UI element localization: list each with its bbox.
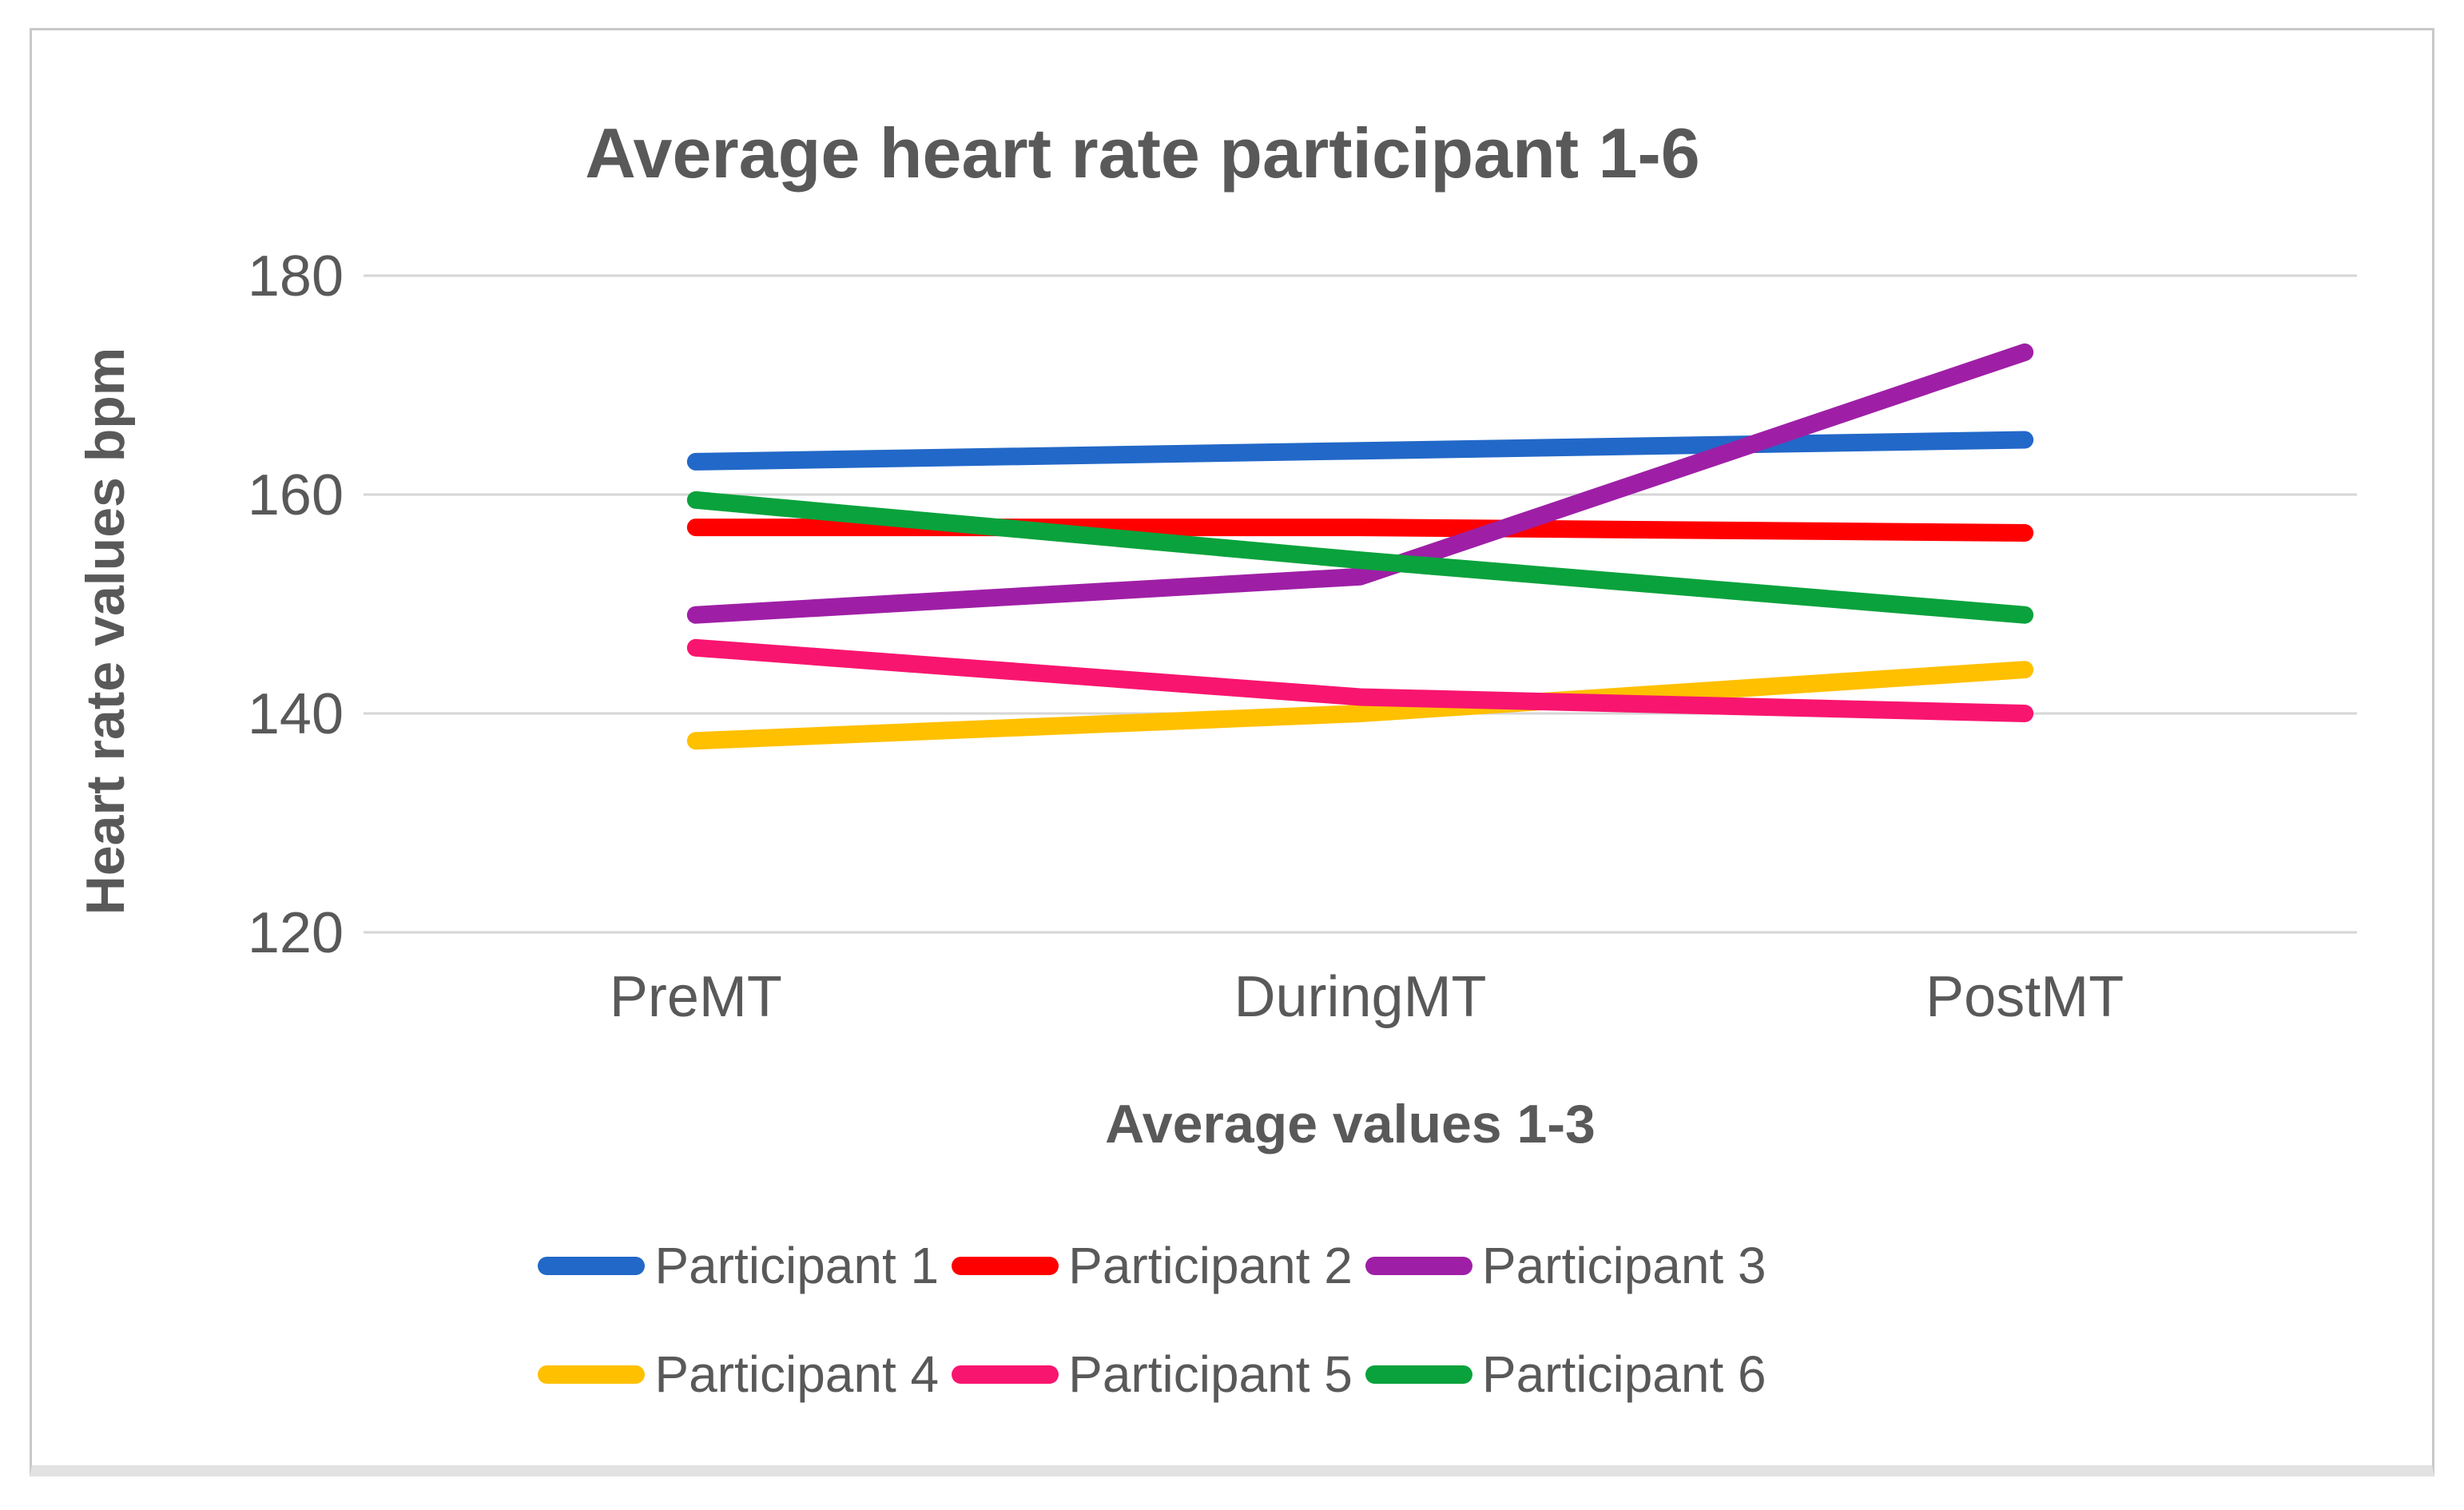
legend-item-3: Participant 3: [1365, 1237, 1767, 1296]
y-axis-title: Heart rate values bpm: [75, 348, 136, 916]
legend-swatch-icon: [952, 1257, 1059, 1276]
legend-swatch-icon: [952, 1365, 1059, 1384]
chart-frame: [30, 28, 2434, 1476]
legend-label: Participant 4: [654, 1345, 940, 1403]
series-line-participant-2: [686, 519, 2034, 542]
legend-swatch-icon: [1365, 1257, 1472, 1276]
y-tick-label: 120: [248, 901, 344, 965]
x-tick-label: DuringMT: [1234, 965, 1486, 1029]
legend-item-2: Participant 2: [952, 1237, 1353, 1296]
legend-label: Participant 6: [1481, 1345, 1767, 1403]
legend-item-6: Participant 6: [1365, 1345, 1767, 1405]
legend-swatch-icon: [538, 1365, 646, 1384]
x-axis-title: Average values 1-3: [1105, 1094, 1596, 1154]
legend-item-5: Participant 5: [952, 1345, 1353, 1405]
legend-row-1: Participant 1 Participant 2 Participant 3: [531, 1237, 1772, 1296]
legend-swatch-icon: [538, 1257, 646, 1276]
series-lines: [686, 343, 2034, 750]
y-tick-label: 180: [248, 244, 344, 308]
legend-label: Participant 2: [1068, 1237, 1353, 1294]
legend-row-2: Participant 4 Participant 5 Participant 6: [531, 1345, 1772, 1405]
series-line-participant-1: [686, 431, 2034, 471]
y-tick-label: 140: [248, 682, 344, 746]
y-tick-labels: 180 160 140 120: [248, 244, 344, 965]
series-line-participant-4: [686, 661, 2034, 750]
series-line-participant-6: [686, 491, 2034, 624]
x-tick-labels: PreMT DuringMT PostMT: [610, 965, 2124, 1029]
chart-legend: Participant 1 Participant 2 Participant 3 …: [30, 1237, 2275, 1404]
x-tick-label: PreMT: [610, 965, 782, 1029]
series-line-participant-5: [686, 638, 2034, 722]
legend-label: Participant 5: [1068, 1345, 1353, 1403]
x-tick-label: PostMT: [1925, 965, 2124, 1029]
legend-swatch-icon: [1365, 1365, 1472, 1384]
legend-label: Participant 1: [654, 1237, 940, 1294]
legend-item-1: Participant 1: [538, 1237, 939, 1296]
chart-title: Average heart rate participant 1-6: [585, 113, 1700, 193]
legend-item-4: Participant 4: [538, 1345, 939, 1405]
gridlines: [364, 274, 2357, 934]
series-line-participant-3: [686, 343, 2034, 624]
legend-label: Participant 3: [1481, 1237, 1767, 1294]
y-tick-label: 160: [248, 463, 344, 527]
